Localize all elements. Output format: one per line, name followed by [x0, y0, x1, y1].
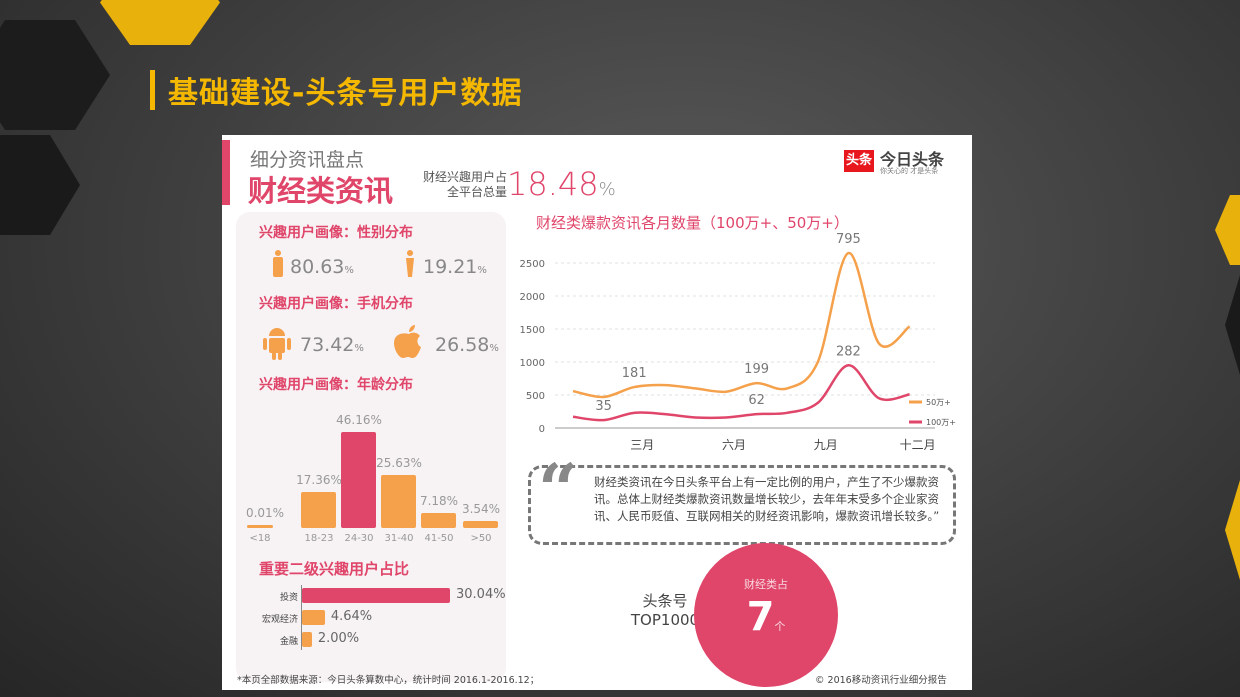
series-line	[572, 364, 910, 422]
share-unit: %	[598, 179, 616, 200]
interest-name: 投资	[279, 593, 298, 603]
heading: 财经类资讯	[248, 174, 394, 208]
age-category-label: 31-40	[384, 533, 414, 544]
interest-bar	[302, 610, 325, 625]
y-tick-label: 2500	[520, 259, 545, 270]
age-bar	[381, 474, 416, 528]
footer-source: *本页全部数据来源：今日头条算数中心，统计时间 2016.1-2016.12；	[237, 675, 540, 686]
age-bar	[463, 520, 498, 528]
title-accent-bar	[150, 70, 155, 110]
x-tick-label: 六月	[722, 438, 746, 452]
phone-title: 兴趣用户画像：手机分布	[259, 296, 413, 312]
top-label-line2: TOP1000	[630, 611, 700, 629]
data-label: 35	[595, 399, 612, 414]
y-tick-label: 0	[539, 424, 545, 435]
age-bar	[341, 432, 376, 528]
age-category-label: >50	[470, 533, 492, 544]
x-tick-label: 十二月	[900, 438, 936, 452]
interest-value: 30.04%	[456, 587, 506, 602]
top-label: 头条号 TOP1000	[620, 590, 710, 629]
gender-title: 兴趣用户画像：性别分布	[259, 225, 413, 241]
age-bar-label: 7.18%	[419, 494, 459, 509]
female-icon	[406, 250, 414, 277]
top-label-line1: 头条号	[642, 592, 688, 610]
data-label: 199	[744, 362, 769, 377]
age-bar	[301, 491, 336, 528]
y-tick-label: 1000	[520, 358, 545, 369]
y-tick-label: 1500	[520, 325, 545, 336]
quote-text: 财经类资讯在今日头条平台上有一定比例的用户，产生了不少爆款资讯。总体上财经类爆款…	[594, 475, 940, 523]
footer-copyright: © 2016移动资讯行业细分报告	[815, 675, 947, 686]
circle-label: 财经类占	[744, 578, 788, 591]
age-bar-label: 3.54%	[461, 501, 501, 516]
interest-name: 宏观经济	[261, 615, 298, 625]
male-icon	[273, 250, 283, 277]
android-pct: 73.42%	[300, 334, 364, 356]
logo: 头条 今日头条 你关心的 才是头条	[844, 145, 964, 180]
data-label: 795	[836, 232, 861, 247]
slide-title: 基础建设-头条号用户数据	[168, 76, 523, 111]
age-category-label: <18	[249, 533, 271, 544]
age-category-label: 24-30	[344, 533, 374, 544]
data-label: 62	[748, 393, 765, 408]
age-bar-label: 0.01%	[245, 506, 285, 520]
apple-pct: 26.58%	[435, 334, 499, 356]
quote-icon: “	[538, 448, 579, 531]
legend-label: 50万+	[926, 398, 951, 407]
line-chart-title: 财经类爆款资讯各月数量（100万+、50万+）	[536, 214, 849, 232]
age-category-label: 41-50	[424, 533, 454, 544]
y-tick-label: 500	[526, 391, 545, 402]
finance-count-circle: 财经类占 7个	[694, 543, 838, 687]
female-pct: 19.21%	[423, 256, 487, 278]
age-category-label: 18-23	[304, 533, 334, 544]
age-bar	[247, 525, 273, 528]
y-tick-label: 2000	[520, 292, 545, 303]
logo-badge: 头条	[844, 150, 874, 172]
apple-icon	[394, 325, 421, 358]
interest-bar	[302, 588, 450, 603]
logo-slogan: 你关心的 才是头条	[880, 167, 939, 175]
share-value: 18.48%	[507, 165, 616, 203]
data-label: 181	[622, 366, 647, 381]
interest-name: 金融	[279, 637, 298, 647]
series-line	[572, 251, 911, 399]
data-label: 282	[836, 344, 861, 359]
age-bar-label: 46.16%	[336, 413, 382, 427]
share-label-line2: 全平台总量	[446, 185, 507, 199]
subtitle: 细分资讯盘点	[250, 149, 365, 171]
quote-box	[528, 465, 956, 545]
age-bar-label: 25.63%	[376, 455, 422, 470]
heading-accent	[222, 140, 230, 205]
share-label-line1: 财经兴趣用户占	[422, 170, 507, 184]
interest-value: 2.00%	[317, 631, 360, 646]
interest-title: 重要二级兴趣用户占比	[259, 560, 410, 578]
android-icon	[263, 328, 291, 360]
interest-value: 4.64%	[330, 609, 373, 624]
interest-axis	[301, 585, 302, 650]
share-label: 财经兴趣用户占 全平台总量	[397, 170, 507, 200]
legend-label: 100万+	[926, 418, 956, 427]
male-pct: 80.63%	[290, 256, 354, 278]
age-bar-label: 17.36%	[296, 472, 342, 487]
age-bar	[421, 513, 456, 528]
logo-name: 今日头条	[880, 150, 945, 169]
x-tick-label: 九月	[814, 438, 838, 452]
age-title: 兴趣用户画像：年龄分布	[259, 377, 413, 393]
share-number: 18.48	[507, 165, 599, 203]
x-tick-label: 三月	[630, 438, 654, 452]
interest-bar	[302, 632, 312, 647]
circle-value: 7个	[746, 594, 786, 640]
